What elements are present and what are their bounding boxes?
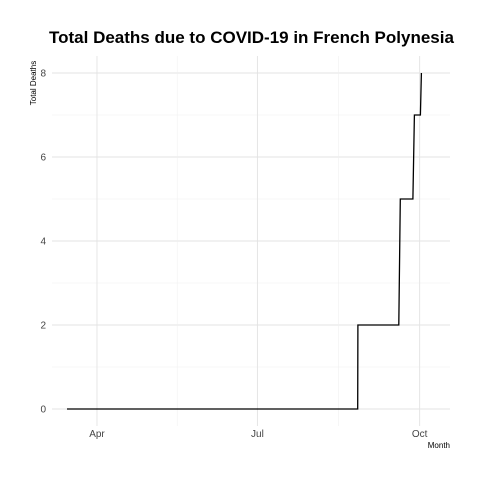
x-tick-label: Jul [251, 429, 264, 440]
y-tick-label: 0 [40, 405, 46, 416]
y-axis-ticks: 0 2 4 6 8 [40, 69, 46, 416]
y-tick-label: 8 [40, 69, 46, 80]
y-axis-label: Total Deaths [29, 61, 38, 105]
y-tick-label: 4 [40, 237, 46, 248]
x-tick-label: Oct [412, 429, 428, 440]
series-line [67, 72, 423, 410]
x-axis-ticks: Apr Jul Oct [89, 429, 427, 440]
x-tick-label: Apr [89, 429, 105, 440]
grid [52, 56, 450, 426]
x-axis-label: Month [428, 441, 450, 450]
chart-title: Total Deaths due to COVID-19 in French P… [49, 28, 454, 47]
y-tick-label: 2 [40, 321, 46, 332]
y-tick-label: 6 [40, 153, 46, 164]
